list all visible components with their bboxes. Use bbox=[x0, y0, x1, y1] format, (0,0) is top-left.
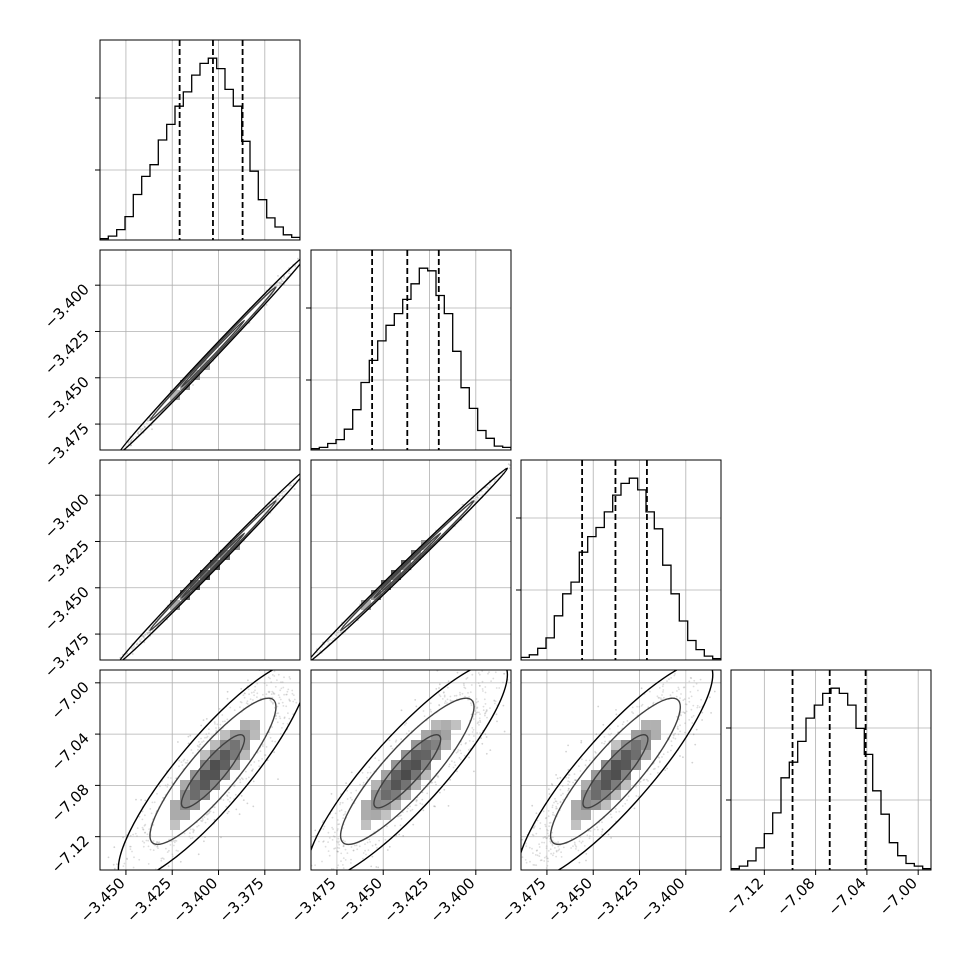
y-tick-label-3-1: −7.04 bbox=[48, 729, 93, 774]
panel-frame bbox=[310, 249, 512, 451]
contour-1 bbox=[549, 697, 682, 846]
panel-frame bbox=[310, 459, 512, 661]
contour-1 bbox=[149, 286, 277, 422]
contour-2 bbox=[117, 670, 300, 870]
contour-0 bbox=[180, 319, 246, 388]
panel-3-3 bbox=[726, 669, 932, 871]
x-tick-label-1-3: −3.400 bbox=[427, 874, 479, 926]
x-tick-label-3-0: −7.12 bbox=[722, 874, 767, 919]
contour-2 bbox=[521, 670, 714, 870]
y-tick-label-2-2: −3.450 bbox=[41, 583, 93, 635]
contour-1 bbox=[149, 500, 277, 632]
contour-0 bbox=[373, 734, 442, 809]
contour-0 bbox=[582, 734, 649, 809]
panel-3-2 bbox=[520, 669, 722, 871]
panel-3-0 bbox=[99, 669, 301, 871]
x-tick-label-2-1: −3.450 bbox=[544, 874, 596, 926]
x-tick-label-0-0: −3.450 bbox=[77, 874, 129, 926]
y-tick-label-1-0: −3.400 bbox=[41, 280, 93, 332]
contour-1 bbox=[339, 500, 475, 632]
panel-frame bbox=[520, 669, 722, 871]
panel-frame bbox=[310, 669, 512, 871]
scatter-points bbox=[311, 670, 509, 870]
panel-1-0 bbox=[99, 249, 301, 451]
contour-1 bbox=[149, 697, 277, 846]
y-tick-label-1-1: −3.425 bbox=[41, 327, 93, 379]
contour-1 bbox=[339, 697, 475, 846]
x-tick-label-0-3: −3.375 bbox=[216, 874, 268, 926]
contour-0 bbox=[180, 734, 246, 809]
x-tick-label-3-2: −7.04 bbox=[824, 874, 869, 919]
panel-2-0 bbox=[99, 459, 301, 661]
y-tick-label-2-0: −3.400 bbox=[41, 490, 93, 542]
panel-3-1 bbox=[310, 669, 512, 871]
contour-2 bbox=[311, 467, 509, 660]
contour-0 bbox=[180, 532, 246, 599]
x-tick-label-2-2: −3.425 bbox=[590, 874, 642, 926]
x-tick-label-1-1: −3.450 bbox=[334, 874, 386, 926]
y-tick-label-1-2: −3.450 bbox=[41, 373, 93, 425]
x-tick-label-0-1: −3.425 bbox=[123, 874, 175, 926]
x-tick-label-3-3: −7.00 bbox=[876, 874, 921, 919]
x-tick-label-1-2: −3.425 bbox=[380, 874, 432, 926]
contour-2 bbox=[311, 670, 509, 870]
panel-0-0 bbox=[95, 39, 301, 241]
y-tick-label-3-3: −7.12 bbox=[48, 832, 93, 877]
x-tick-label-2-0: −3.475 bbox=[498, 874, 550, 926]
panel-frame bbox=[730, 669, 932, 871]
panel-2-2 bbox=[516, 459, 722, 661]
histogram-3 bbox=[731, 687, 931, 870]
contour-2 bbox=[117, 252, 300, 450]
x-tick-label-3-1: −7.08 bbox=[773, 874, 818, 919]
panel-frame bbox=[99, 39, 301, 241]
panel-frame bbox=[99, 249, 301, 451]
panel-1-1 bbox=[306, 249, 512, 451]
panel-frame bbox=[520, 459, 722, 661]
panel-frame bbox=[99, 669, 301, 871]
histogram-0 bbox=[100, 57, 300, 240]
histogram-2 bbox=[521, 477, 721, 660]
y-tick-label-2-1: −3.425 bbox=[41, 537, 93, 589]
panel-frame bbox=[99, 459, 301, 661]
histogram-1 bbox=[311, 267, 511, 450]
y-tick-label-2-3: −3.475 bbox=[41, 629, 93, 681]
contour-0 bbox=[373, 532, 442, 599]
contour-2 bbox=[117, 467, 300, 660]
y-tick-label-1-3: −3.475 bbox=[41, 419, 93, 471]
x-tick-label-0-2: −3.400 bbox=[169, 874, 221, 926]
x-tick-label-1-0: −3.475 bbox=[288, 874, 340, 926]
x-tick-label-2-3: −3.400 bbox=[637, 874, 689, 926]
y-tick-label-3-0: −7.00 bbox=[48, 678, 93, 723]
y-tick-label-3-2: −7.08 bbox=[48, 780, 93, 825]
panel-2-1 bbox=[310, 459, 512, 661]
